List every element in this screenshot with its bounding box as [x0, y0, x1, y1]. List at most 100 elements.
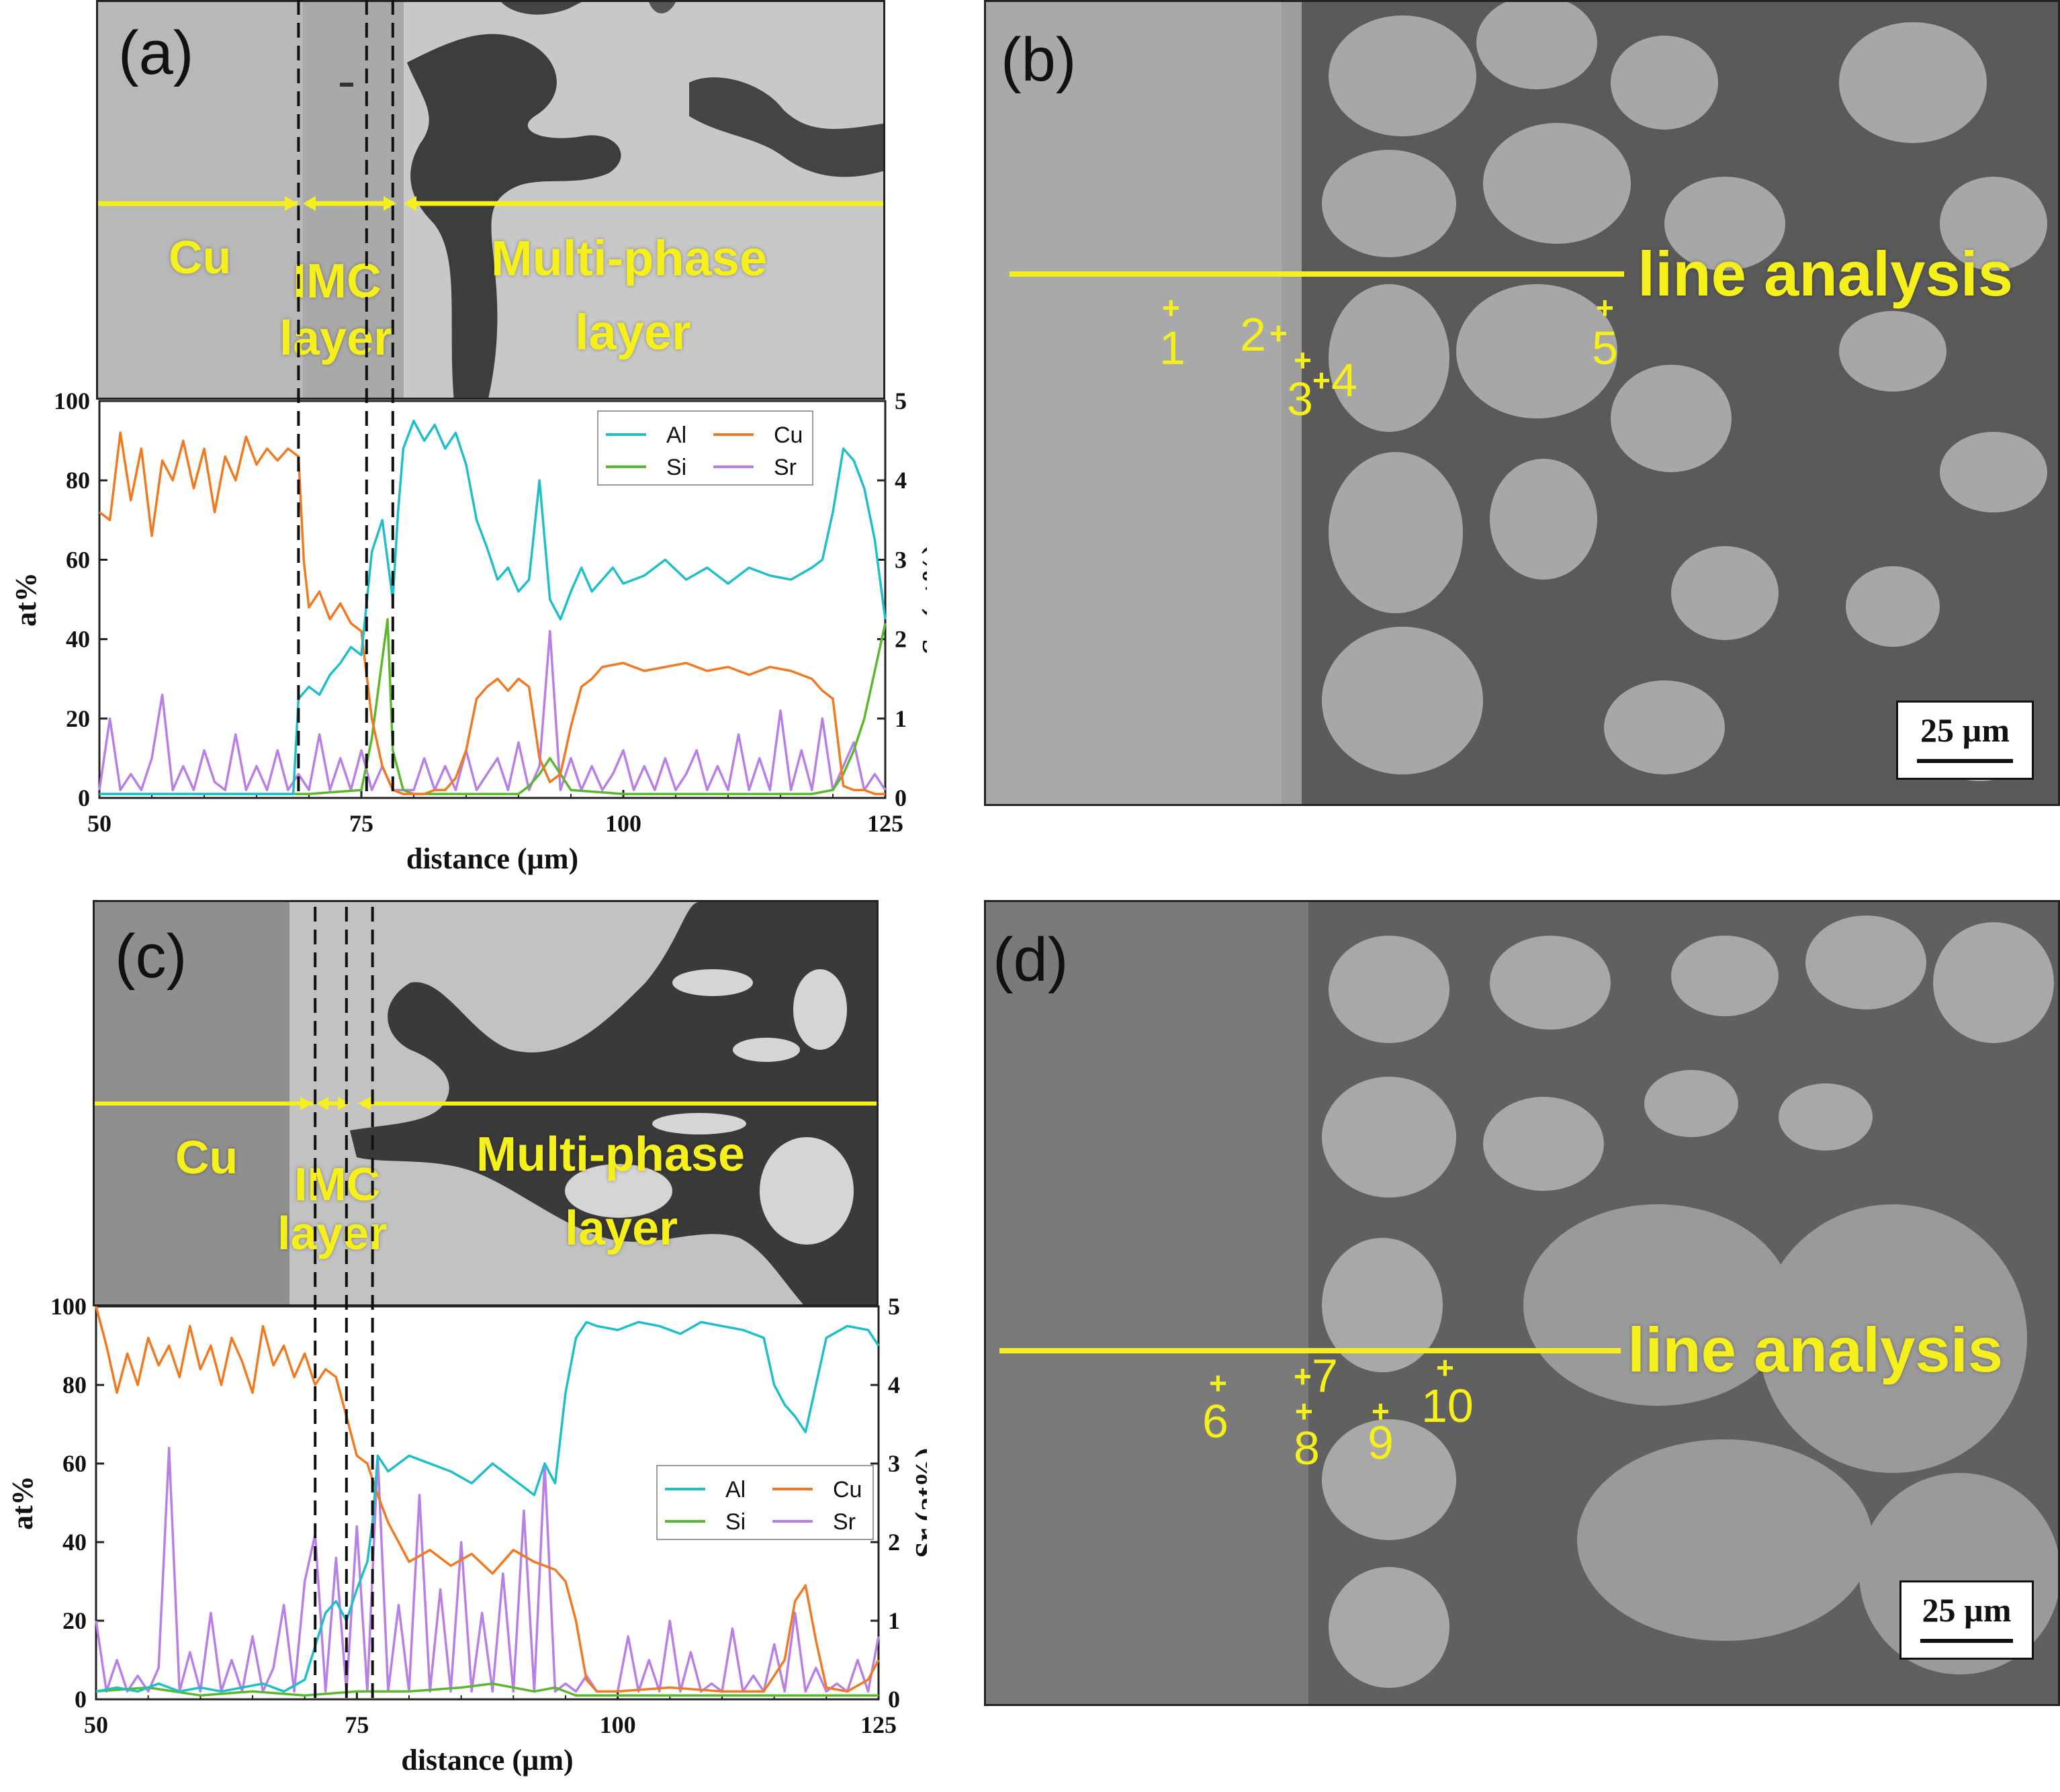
legend-label-c-si: Si	[725, 1509, 746, 1535]
x-tick-label-c-100: 100	[600, 1711, 636, 1738]
label-multiphase-layer: layer	[575, 304, 691, 360]
x-tick-label-c-50: 50	[84, 1711, 108, 1738]
y2-tick-label-a-0: 0	[895, 785, 907, 811]
scale-bar-b-label: 25 µm	[1920, 711, 2010, 749]
y-tick-label-c-40: 40	[62, 1529, 87, 1556]
legend-label-c-cu: Cu	[833, 1477, 862, 1503]
point-marker-2: +	[1269, 316, 1288, 351]
sem-image-c-overlay	[95, 1097, 877, 1110]
panel-d: (d) line analysis + 6 + 7 + 8 + 9 + 10 2…	[984, 900, 2060, 1706]
sem-image-d: (d) line analysis + 6 + 7 + 8 + 9 + 10 2…	[984, 900, 2060, 1706]
y-axis-label-a: at%	[9, 572, 42, 627]
y-tick-label-c-60: 60	[62, 1450, 87, 1477]
series-line-a-al	[99, 419, 887, 795]
sem-image-a-texture	[98, 2, 883, 398]
panel-c: (c) Cu IMC layer Multi-phase layer 50 75 1…	[0, 900, 927, 1792]
point-label-10: 10	[1421, 1380, 1474, 1432]
x-tick-label-c-75: 75	[345, 1711, 369, 1738]
series-line-c-al	[95, 1320, 880, 1693]
panel-label-d: (d)	[993, 926, 1069, 994]
label-cu: Cu	[169, 231, 232, 283]
label-cu-c: Cu	[175, 1131, 238, 1183]
y2-tick-label-c-2: 2	[888, 1529, 900, 1556]
panel-label-c: (c)	[115, 922, 187, 991]
point-marker-5: +	[1596, 290, 1614, 325]
y-axis-label-c: at%	[6, 1476, 39, 1530]
point-label-1: 1	[1159, 322, 1185, 374]
legend-box-c	[656, 1465, 874, 1540]
label-imc-layer-c: layer	[277, 1207, 388, 1259]
line-analysis-label-b: line analysis	[1638, 238, 2014, 309]
sem-image-b: (b) line analysis + 1 2 + + 3 + 4 + 5 25…	[984, 0, 2060, 806]
panel-label-a: (a)	[118, 19, 194, 87]
sem-image-c: (c) Cu IMC layer Multi-phase layer	[93, 900, 879, 1306]
x-tick-label-a-75: 75	[349, 810, 373, 837]
series-line-a-sr	[98, 630, 887, 791]
y2-tick-label-a-4: 4	[895, 467, 907, 494]
point-marker-1: +	[1162, 290, 1180, 325]
legend-label-a-si: Si	[666, 455, 686, 480]
point-marker-10: +	[1436, 1350, 1454, 1385]
y2-tick-label-c-0: 0	[888, 1686, 900, 1713]
y2-axis-label-a: Sr (at%)	[916, 544, 927, 654]
legend-label-a-cu: Cu	[774, 422, 803, 448]
x-tick-label-a-100: 100	[605, 810, 641, 837]
y-tick-label-c-100: 100	[50, 1293, 87, 1320]
legend-box-a	[597, 410, 813, 486]
series-line-c-si	[95, 1682, 879, 1697]
point-marker-9: +	[1372, 1394, 1390, 1429]
y-tick-label-c-20: 20	[62, 1607, 87, 1634]
x-tick-label-c-125: 125	[860, 1711, 897, 1738]
y-tick-label-a-40: 40	[66, 626, 90, 653]
y-tick-label-a-100: 100	[54, 388, 90, 414]
y2-axis-label-c: Sr (at%)	[909, 1447, 927, 1558]
y-tick-label-a-0: 0	[78, 785, 90, 811]
x-axis-label-a: distance (µm)	[406, 842, 578, 875]
point-label-6: 6	[1202, 1395, 1228, 1447]
point-label-4: 4	[1331, 354, 1357, 406]
point-label-8: 8	[1294, 1422, 1320, 1474]
scale-bar-b-line	[1917, 759, 2013, 763]
series-line-a-cu	[98, 431, 885, 795]
y-tick-label-a-60: 60	[66, 546, 90, 573]
sem-image-b-microstructure	[986, 2, 2058, 804]
x-axis-label-c: distance (µm)	[401, 1744, 573, 1777]
panel-b: (b) line analysis + 1 2 + + 3 + 4 + 5 25…	[984, 0, 2060, 806]
y-tick-label-c-0: 0	[75, 1686, 87, 1713]
y2-tick-label-a-3: 3	[895, 546, 907, 573]
point-marker-3: +	[1294, 343, 1312, 377]
panel-label-b: (b)	[1001, 26, 1077, 94]
legend-label-c-sr: Sr	[833, 1509, 856, 1535]
label-multiphase-layer-c: layer	[565, 1202, 678, 1255]
series-line-a-si	[99, 618, 887, 795]
legend-label-c-al: Al	[725, 1477, 746, 1503]
y2-tick-label-c-1: 1	[888, 1607, 900, 1634]
x-tick-label-a-125: 125	[867, 810, 903, 837]
label-multiphase-c: Multi-phase	[476, 1128, 746, 1181]
panel-a: (a) Cu IMC layer Multi-phase layer 50 75 1…	[0, 0, 927, 887]
y2-tick-label-a-1: 1	[895, 705, 907, 732]
point-label-7: 7	[1312, 1349, 1338, 1402]
y-tick-label-c-80: 80	[62, 1372, 87, 1398]
scale-bar-d-line	[1920, 1639, 2013, 1643]
point-label-9: 9	[1368, 1417, 1394, 1469]
line-analysis-label-d: line analysis	[1627, 1314, 2004, 1385]
series-line-c-sr	[95, 1446, 880, 1693]
point-label-5: 5	[1592, 322, 1618, 374]
scale-bar-d-label: 25 µm	[1922, 1591, 2012, 1629]
point-marker-8: +	[1295, 1394, 1313, 1429]
scale-bar-d: 25 µm	[1899, 1580, 2034, 1660]
y2-tick-label-a-5: 5	[895, 388, 907, 414]
legend-label-a-al: Al	[666, 422, 686, 448]
x-tick-label-a-50: 50	[87, 810, 111, 837]
point-marker-4: +	[1312, 363, 1331, 398]
point-marker-7: +	[1294, 1359, 1312, 1394]
sem-image-d-overlay	[999, 1348, 1621, 1353]
legend-label-a-sr: Sr	[774, 455, 797, 480]
sem-image-d-microstructure	[986, 902, 2058, 1704]
y2-tick-label-c-5: 5	[888, 1293, 900, 1320]
y2-tick-label-a-2: 2	[895, 626, 907, 653]
scale-bar-b: 25 µm	[1896, 701, 2034, 780]
